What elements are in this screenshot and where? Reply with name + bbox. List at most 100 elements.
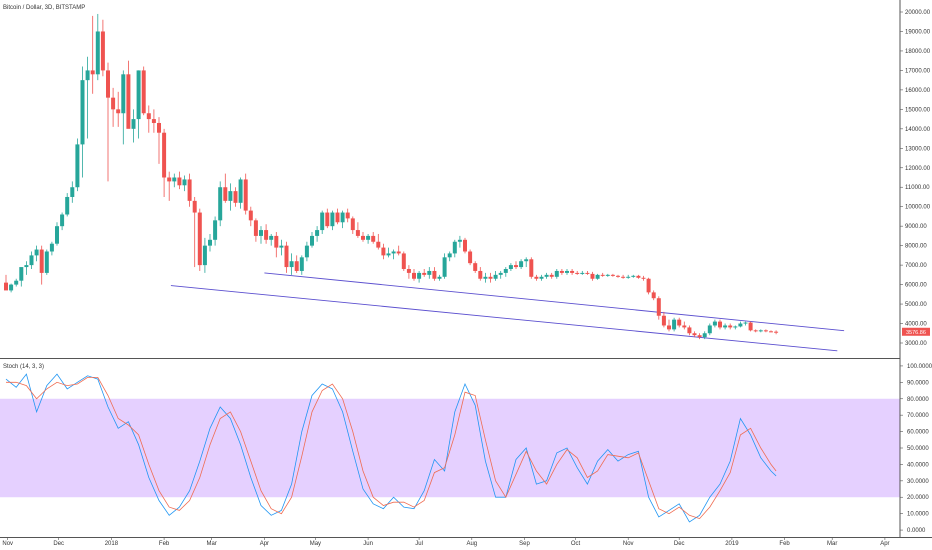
candle-body xyxy=(29,255,34,266)
time-tick-label: Nov xyxy=(623,541,634,547)
candle-body xyxy=(116,109,121,114)
candle-body xyxy=(361,235,365,240)
candle-body xyxy=(19,267,24,281)
candle-body xyxy=(355,230,360,236)
candle-body xyxy=(707,325,712,334)
candle-body xyxy=(284,245,289,268)
candle-body xyxy=(636,275,641,278)
candle-body xyxy=(218,187,223,221)
candle-body xyxy=(651,292,656,299)
candle-body xyxy=(412,272,416,279)
price-pane[interactable]: 20000.00 19000.00 18000.00 17000.00 16000.00… xyxy=(3,5,931,352)
price-tick-label: 13000.00 xyxy=(905,146,931,152)
price-tick-label: 16000.00 xyxy=(905,88,931,94)
time-tick-label: Aug xyxy=(466,541,477,547)
candle-body xyxy=(315,230,320,236)
candle-body xyxy=(396,251,401,254)
candle-body xyxy=(126,74,131,129)
candle-body xyxy=(595,274,600,279)
stochastic-tick-label: 60.0000 xyxy=(907,430,929,436)
candle-body xyxy=(304,245,309,258)
candle-body xyxy=(656,298,661,316)
candle-body xyxy=(549,274,554,277)
candle-body xyxy=(427,270,432,275)
candle-body xyxy=(75,144,80,188)
candle-body xyxy=(769,331,773,333)
candle-body xyxy=(758,330,763,332)
time-tick-label: Mar xyxy=(207,541,217,547)
candle-body xyxy=(269,235,274,240)
candle-body xyxy=(248,210,253,221)
candle-body xyxy=(677,319,682,326)
stochastic-lines xyxy=(5,373,777,523)
candle-body xyxy=(289,261,294,268)
candle-body xyxy=(340,212,345,223)
candle-body xyxy=(182,179,187,186)
candle-body xyxy=(417,272,422,279)
candle-body xyxy=(478,270,483,279)
candle-body xyxy=(391,251,396,254)
candle-body xyxy=(121,74,126,114)
candle-body xyxy=(672,319,677,330)
symbol-legend: Bitcoin / Dollar, 3D, BITSTAMP xyxy=(3,5,85,11)
candle-body xyxy=(524,259,529,262)
candle-body xyxy=(320,212,325,231)
stochastic-pane[interactable]: 100.0000 90.0000 80.0000 70.0000 60.0000 50.0… xyxy=(0,364,932,534)
price-tick-label: 11000.00 xyxy=(905,185,930,191)
candle-body xyxy=(468,251,473,264)
candle-body xyxy=(146,113,151,120)
candle-body xyxy=(447,253,452,258)
stochastic-tick-label: 90.0000 xyxy=(907,380,929,386)
candle-body xyxy=(616,275,620,277)
candle-body xyxy=(4,282,8,291)
stochastic-tick-label: 70.0000 xyxy=(907,413,929,419)
candle-body xyxy=(259,230,263,236)
candle-body xyxy=(386,253,391,256)
stochastic-legend: Stoch (14, 3, 3) xyxy=(3,364,44,370)
candle-body xyxy=(554,270,559,277)
candle-body xyxy=(335,212,340,223)
price-tick-label: 20000.00 xyxy=(905,10,931,16)
candle-body xyxy=(534,276,539,279)
candlesticks xyxy=(4,13,779,340)
candle-body xyxy=(432,270,437,279)
candle-body xyxy=(90,70,95,75)
candle-body xyxy=(39,249,44,273)
candle-body xyxy=(585,272,590,274)
time-tick-label: Oct xyxy=(571,541,581,547)
candle-body xyxy=(646,278,651,293)
candle-body xyxy=(687,327,692,334)
time-tick-label: Dec xyxy=(53,541,64,547)
time-tick-label: Apr xyxy=(880,541,889,547)
candle-body xyxy=(728,325,733,328)
candle-body xyxy=(452,241,457,254)
price-tick-label: 12000.00 xyxy=(905,166,931,172)
candle-body xyxy=(223,187,228,201)
candle-body xyxy=(264,230,269,240)
stochastic-tick-label: 80.0000 xyxy=(907,397,929,403)
candle-body xyxy=(34,249,39,256)
candle-body xyxy=(661,315,666,326)
price-tick-label: 9000.00 xyxy=(905,224,927,230)
candle-body xyxy=(702,333,707,338)
candle-body xyxy=(743,322,748,324)
candle-body xyxy=(457,239,462,242)
candle-body xyxy=(733,326,738,328)
price-tick-label: 3000.00 xyxy=(905,341,927,347)
candle-body xyxy=(565,270,569,273)
candle-body xyxy=(177,177,182,186)
candle-body xyxy=(274,235,279,248)
candle-body xyxy=(376,241,381,248)
price-tick-label: 14000.00 xyxy=(905,127,931,133)
time-tick-label: Mar xyxy=(827,541,837,547)
candle-body xyxy=(442,257,447,277)
stochastic-tick-label: 100.0000 xyxy=(907,364,932,370)
candle-body xyxy=(381,247,386,256)
candle-body xyxy=(575,272,580,274)
stochastic-tick-label: 30.0000 xyxy=(907,479,929,485)
time-tick-label: Apr xyxy=(260,541,269,547)
candle-body xyxy=(111,97,116,110)
candle-body xyxy=(85,70,90,81)
price-tick-label: 18000.00 xyxy=(905,49,931,55)
